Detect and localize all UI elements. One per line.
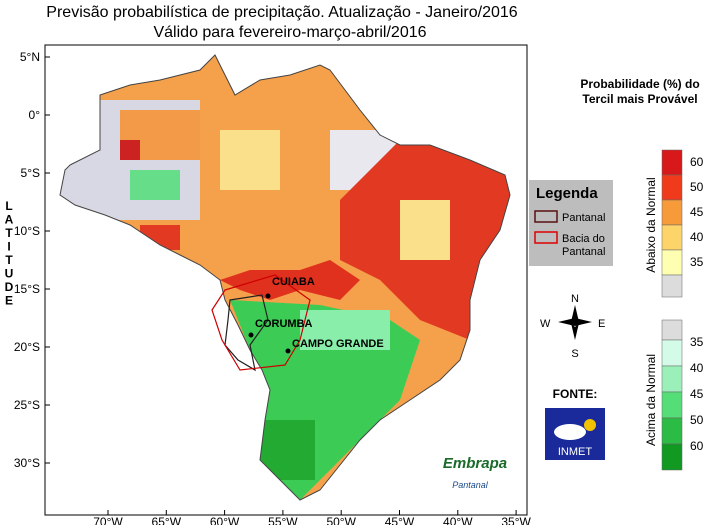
brazil-outline (59, 54, 511, 501)
scale-level: 35 (690, 255, 704, 269)
compass-label: W (540, 318, 551, 330)
compass: N S E W (540, 293, 605, 360)
city-label: CORUMBA (255, 318, 312, 330)
lon-tick-label: 55°W (268, 515, 298, 525)
city-label: CUIABA (272, 276, 315, 288)
title-line: Válido para fevereiro-março-abril/2016 (153, 24, 426, 41)
scale-level: 60 (690, 155, 704, 169)
scale-level: 35 (690, 335, 704, 349)
city-dot (248, 332, 254, 338)
color-swatch (661, 391, 683, 419)
lat-tick-label: 10°S (14, 224, 40, 238)
compass-label: E (598, 318, 605, 330)
legend-swatch (534, 231, 558, 244)
lon-tick-label: 35°W (501, 515, 531, 525)
legend-box (529, 180, 613, 266)
scale-level: 40 (690, 230, 704, 244)
scale-label: Abaixo da Normal (644, 177, 658, 272)
title-line: Previsão probabilística de precipitação.… (46, 4, 517, 21)
color-swatch (661, 249, 683, 276)
color-swatch (661, 417, 683, 445)
color-swatch (661, 319, 683, 341)
scale-level: 45 (690, 205, 704, 219)
scale-title: Probabilidade (%) do Tercil mais Provável (580, 77, 699, 106)
source-label: FONTE: (553, 387, 598, 401)
lon-ticks: 70°W 65°W 60°W 55°W 50°W 45°W 40°W 35°W (93, 510, 532, 525)
pantanal-outline (224, 294, 269, 372)
lon-tick-label: 50°W (326, 515, 356, 525)
color-swatch (661, 443, 683, 471)
scale-level: 50 (690, 413, 704, 427)
scale-label: Acima da Normal (644, 354, 658, 446)
basin-outline (211, 274, 311, 371)
lat-tick-label: 30°S (14, 456, 40, 470)
scale-level: 40 (690, 361, 704, 375)
scale-level: 45 (690, 387, 704, 401)
compass-label: S (571, 348, 578, 360)
color-swatch (661, 339, 683, 367)
lon-tick-label: 40°W (443, 515, 473, 525)
map-frame (44, 44, 528, 516)
scale-below: 60 50 45 40 35 (661, 149, 704, 298)
lon-tick-label: 70°W (93, 515, 123, 525)
lat-tick-label: 5°N (20, 50, 40, 64)
scale-above: 35 40 45 50 60 (661, 319, 704, 471)
lat-tick-label: 25°S (14, 398, 40, 412)
city-dot (265, 293, 271, 299)
color-swatch (661, 149, 683, 176)
color-swatch (661, 365, 683, 393)
lat-ticks: 5°N 0° 5°S 10°S 15°S 20°S 25°S 30°S (14, 50, 50, 470)
lat-tick-label: 0° (29, 108, 41, 122)
scale-level: 60 (690, 439, 704, 453)
lon-tick-label: 45°W (385, 515, 415, 525)
scale-level: 50 (690, 180, 704, 194)
legend-swatch (534, 210, 558, 223)
legend-item: Pantanal (562, 212, 605, 224)
inmet-text: INMET (558, 446, 593, 458)
legend-item: Bacia do Pantanal (562, 233, 605, 258)
compass-label: N (571, 293, 579, 305)
legend-title: Legenda (536, 185, 598, 202)
color-swatch (661, 199, 683, 226)
lon-tick-label: 65°W (152, 515, 182, 525)
embrapa-unit: Pantanal (452, 480, 489, 490)
city-dot (285, 348, 291, 354)
color-swatch (661, 274, 683, 298)
lat-tick-label: 15°S (14, 282, 40, 296)
color-swatch (661, 224, 683, 251)
lat-tick-label: 20°S (14, 340, 40, 354)
embrapa-logo: Embrapa (443, 455, 507, 472)
color-swatch (661, 174, 683, 201)
lat-tick-label: 5°S (21, 166, 40, 180)
lon-tick-label: 60°W (210, 515, 240, 525)
city-label: CAMPO GRANDE (292, 338, 384, 350)
